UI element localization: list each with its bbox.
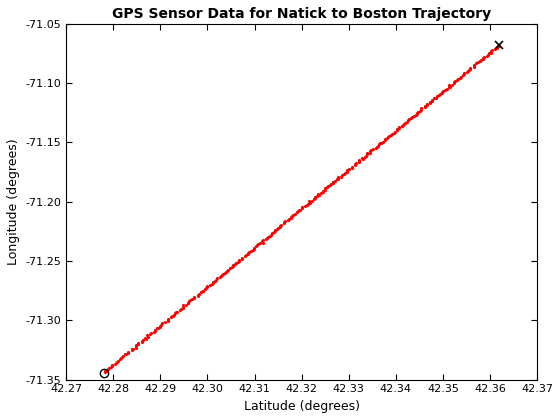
Title: GPS Sensor Data for Natick to Boston Trajectory: GPS Sensor Data for Natick to Boston Tra… [112, 7, 491, 21]
Y-axis label: Longitude (degrees): Longitude (degrees) [7, 138, 20, 265]
X-axis label: Latitude (degrees): Latitude (degrees) [244, 400, 360, 413]
